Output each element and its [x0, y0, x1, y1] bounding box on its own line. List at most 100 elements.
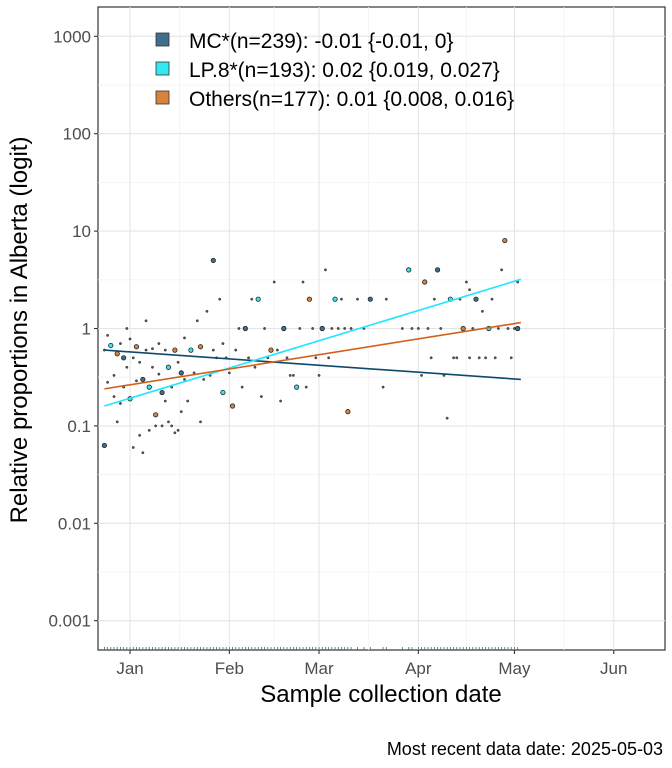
data-point: [138, 360, 142, 364]
data-point: [157, 342, 161, 345]
data-point: [314, 356, 318, 360]
data-point: [112, 373, 116, 377]
data-point: [151, 365, 154, 369]
data-point: [240, 385, 244, 389]
data-point: [106, 380, 110, 384]
legend-label: Others(n=177): 0.01 {0.008, 0.016}: [189, 88, 514, 111]
data-point: [141, 451, 145, 455]
data-point: [468, 288, 471, 292]
data-point: [422, 279, 428, 285]
x-tick-label: Apr: [405, 659, 432, 678]
data-point: [133, 344, 140, 350]
x-tick-label: Jun: [600, 659, 627, 678]
data-point: [336, 327, 340, 330]
data-point: [324, 268, 327, 272]
data-point: [285, 356, 289, 360]
data-point: [279, 399, 282, 403]
data-point: [288, 373, 292, 377]
data-point: [211, 348, 215, 352]
data-point: [416, 327, 420, 330]
data-point: [481, 309, 484, 313]
data-point: [125, 327, 129, 330]
x-axis-title: Sample collection date: [260, 681, 501, 708]
data-point: [176, 360, 180, 364]
caption: Most recent data date: 2025-05-03: [387, 739, 663, 759]
y-tick-label: 0.01: [58, 514, 91, 533]
data-point: [121, 355, 127, 361]
data-point: [186, 399, 190, 403]
data-point: [327, 356, 331, 360]
data-point: [135, 379, 138, 383]
x-axis-ticks: Jan Feb Mar Apr May Jun: [116, 650, 627, 678]
data-point: [131, 356, 135, 360]
data-point: [301, 280, 305, 284]
data-point: [154, 424, 158, 428]
data-point: [101, 442, 108, 449]
data-point: [493, 356, 497, 360]
data-point: [202, 378, 206, 381]
fit-lines: [104, 278, 522, 407]
data-point: [138, 433, 142, 437]
data-point: [497, 327, 500, 330]
y-tick-label: 0.1: [67, 417, 91, 436]
data-point: [515, 325, 521, 332]
data-point: [420, 373, 423, 377]
data-point: [429, 356, 433, 360]
fit-line: [104, 321, 521, 390]
fit-line: [104, 278, 522, 407]
data-point: [502, 237, 508, 244]
data-point: [115, 420, 119, 424]
data-point: [114, 351, 120, 357]
data-point: [272, 280, 276, 284]
data-point: [125, 365, 129, 369]
data-point: [500, 268, 504, 272]
data-point: [306, 296, 313, 302]
data-point: [163, 399, 167, 403]
data-point: [205, 309, 209, 313]
data-point: [221, 342, 225, 345]
data-point: [410, 327, 414, 330]
data-point: [311, 327, 315, 330]
data-point: [170, 424, 174, 428]
data-point: [106, 333, 110, 337]
data-point: [183, 336, 186, 340]
x-tick-label: Mar: [304, 659, 334, 678]
data-point: [490, 297, 494, 301]
data-point: [144, 319, 148, 323]
legend-key: [155, 32, 170, 47]
data-point: [330, 327, 334, 330]
data-point: [179, 410, 183, 414]
data-point: [250, 297, 254, 301]
legend-key: [155, 90, 170, 105]
data-point: [477, 356, 481, 360]
legend: MC*(n=239): -0.01 {-0.01, 0} LP.8*(n=193)…: [155, 30, 514, 111]
grid: [98, 7, 665, 650]
data-point: [210, 257, 216, 264]
data-point: [434, 267, 441, 273]
data-point: [199, 420, 202, 424]
data-point: [468, 356, 471, 360]
data-point: [131, 446, 135, 449]
data-point: [400, 327, 404, 330]
data-point: [298, 327, 302, 330]
legend-label: MC*(n=239): -0.01 {-0.01, 0}: [189, 30, 453, 53]
data-point: [406, 267, 412, 273]
data-point: [218, 297, 222, 301]
data-point: [247, 356, 250, 360]
y-axis-title: Relative proportions in Alberta (logit): [6, 137, 33, 524]
data-point: [506, 327, 510, 330]
data-point: [455, 356, 459, 360]
data-point: [259, 395, 263, 398]
data-point: [452, 356, 455, 360]
data-point: [128, 337, 132, 341]
data-point: [242, 325, 248, 332]
data-point: [119, 342, 122, 345]
data-point: [159, 389, 165, 396]
data-point: [172, 347, 178, 353]
data-point: [144, 348, 148, 352]
legend-key: [155, 61, 170, 76]
data-point: [473, 296, 479, 302]
data-point: [439, 327, 443, 330]
data-point: [229, 403, 236, 409]
data-point: [367, 296, 373, 302]
